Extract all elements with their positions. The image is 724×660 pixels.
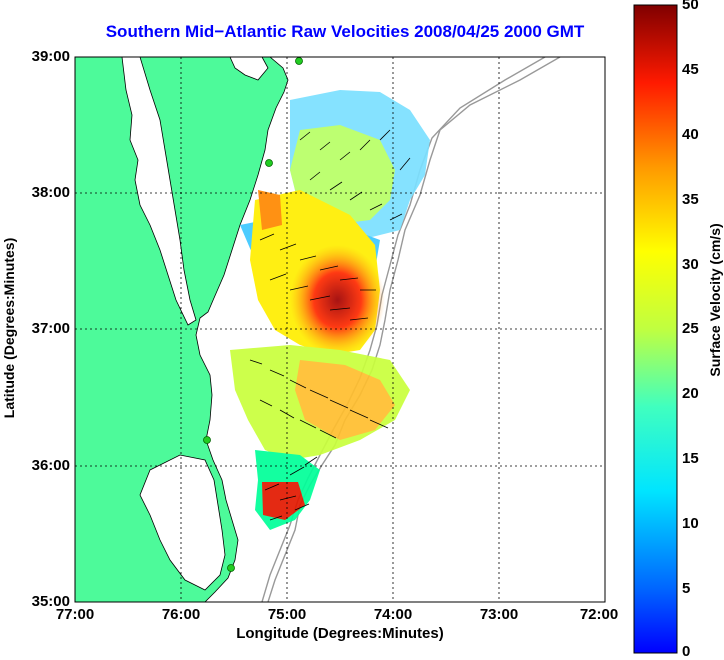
y-tick-label: 35:00	[31, 593, 70, 610]
x-tick-label: 73:00	[479, 606, 519, 623]
land-mass	[75, 57, 289, 602]
x-tick-label: 74:00	[373, 606, 413, 623]
colorbar-tick: 25	[682, 320, 699, 337]
colorbar-tick: 50	[682, 0, 699, 13]
velocity-field	[230, 90, 430, 530]
x-tick-label: 75:00	[267, 606, 307, 623]
colorbar-tick: 20	[682, 385, 699, 402]
pamlico-sound	[139, 454, 226, 591]
colorbar-label: Surface Velocity (cm/s)	[707, 223, 723, 377]
colorbar-tick: 40	[682, 126, 699, 143]
x-tick-label: 77:00	[55, 606, 95, 623]
y-tick-label: 39:00	[31, 48, 70, 65]
station-marker	[203, 436, 211, 444]
station-marker	[265, 159, 273, 167]
x-tick-label: 76:00	[161, 606, 201, 623]
map-title: Southern Mid−Atlantic Raw Velocities 200…	[105, 22, 585, 41]
colorbar-tick: 5	[682, 580, 691, 597]
grid-lines	[75, 57, 605, 602]
station-marker	[227, 564, 235, 572]
colorbar-tick: 30	[682, 256, 699, 273]
colorbar-tick: 15	[682, 450, 699, 467]
colorbar-tick: 35	[682, 191, 699, 208]
station-marker	[295, 57, 303, 65]
y-tick-label: 36:00	[31, 457, 70, 474]
station-markers	[203, 57, 303, 572]
y-tick-label: 38:00	[31, 184, 70, 201]
colorbar-tick: 45	[682, 61, 699, 78]
plot-frame	[74, 56, 606, 603]
velocity-arrows	[249, 129, 411, 521]
x-tick-label: 72:00	[579, 606, 619, 623]
x-axis-label: Longitude (Degrees:Minutes)	[236, 625, 444, 642]
colorbar-tick: 0	[682, 643, 691, 660]
colorbar	[633, 4, 678, 654]
y-tick-label: 37:00	[31, 320, 70, 337]
delaware-bay	[229, 57, 269, 81]
colorbar-tick: 10	[682, 515, 699, 532]
y-axis-label: Latitude (Degrees:Minutes)	[1, 237, 17, 419]
chesapeake-bay	[121, 57, 197, 326]
